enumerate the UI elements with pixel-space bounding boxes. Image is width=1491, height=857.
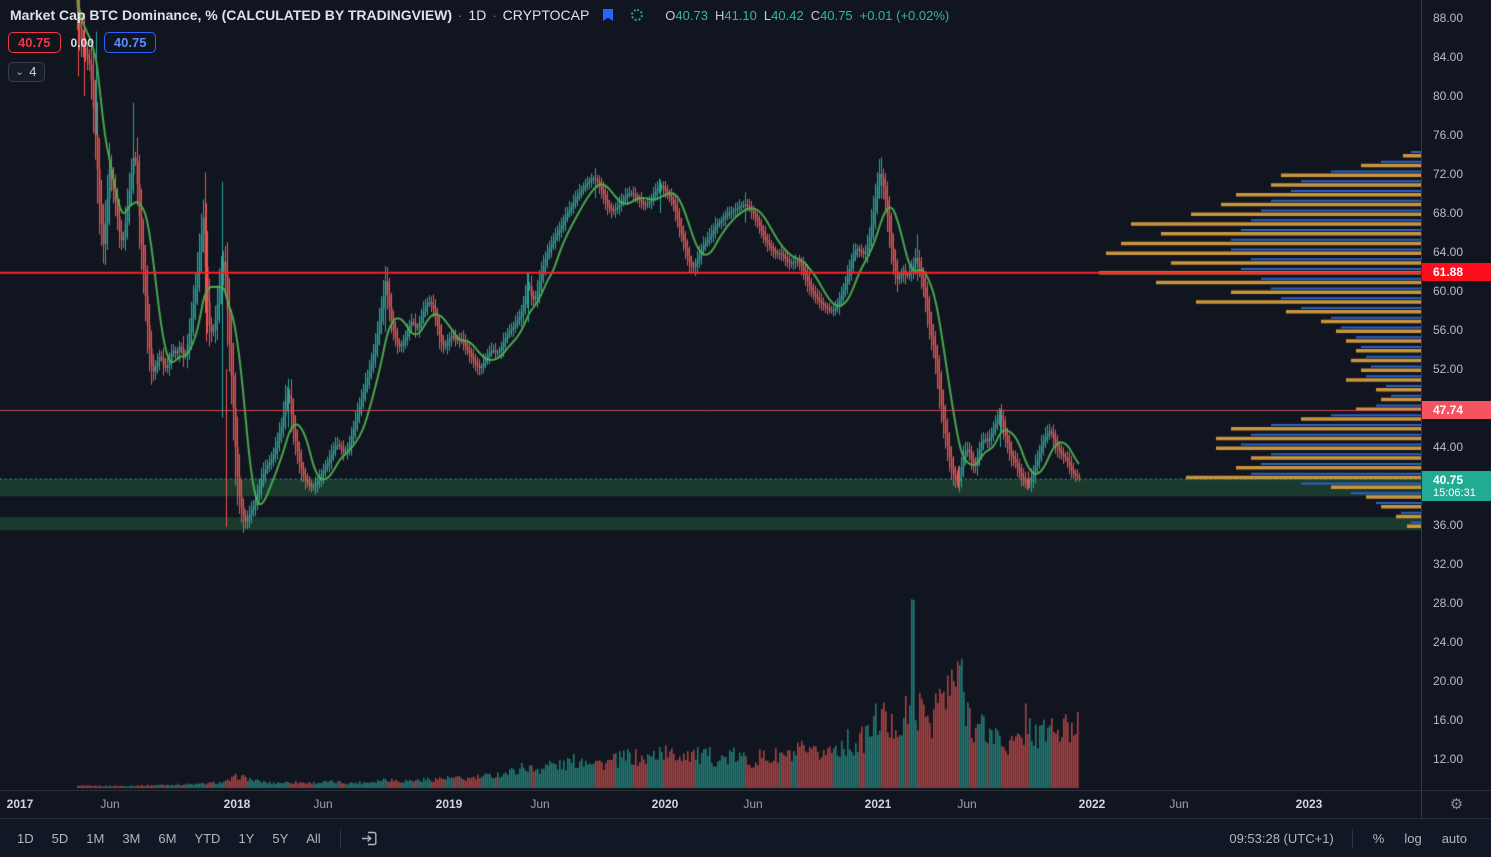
price-tick-label: 44.00 xyxy=(1433,440,1464,454)
range-button-1d[interactable]: 1D xyxy=(17,830,34,846)
flag-icon[interactable] xyxy=(601,8,615,23)
time-axis-label: 2021 xyxy=(864,797,892,811)
time-scale[interactable]: 2017 Jun 2018 Jun 2019 Jun 2020 Jun 2021 Jun 2022 J… xyxy=(0,790,1421,818)
symbol-title[interactable]: Market Cap BTC Dominance, % (CALCULATED … xyxy=(10,7,453,23)
price-scale[interactable]: 88.00 84.00 80.00 76.00 72.00 68.00 64.00 60.00… xyxy=(1421,0,1491,790)
toolbar-divider xyxy=(339,828,341,848)
price-axis-tag: 47.74 xyxy=(1422,400,1491,419)
clock-label[interactable]: 09:53:28 (UTC+1) xyxy=(1229,830,1334,846)
time-axis-label: Jun xyxy=(957,797,977,811)
range-button-5y[interactable]: 5Y xyxy=(272,830,289,846)
close-label: C xyxy=(810,7,821,23)
price-tick-label: 36.00 xyxy=(1433,518,1464,532)
price-tick-label: 80.00 xyxy=(1433,89,1464,103)
price-tick-label: 84.00 xyxy=(1433,50,1464,64)
range-button-1m[interactable]: 1M xyxy=(86,830,105,846)
price-tick-label: 20.00 xyxy=(1433,674,1464,688)
price-tick-label: 64.00 xyxy=(1433,245,1464,259)
log-scale-button[interactable]: log xyxy=(1404,830,1422,846)
exchange-label[interactable]: CRYPTOCAP xyxy=(502,7,590,23)
time-axis-label: 2019 xyxy=(435,797,463,811)
collapsed-indicators-toggle[interactable]: ⌄ 4 xyxy=(8,62,46,82)
blue-price-label[interactable]: 40.75 xyxy=(103,32,157,53)
open-value: 40.73 xyxy=(675,7,708,23)
live-data-icon[interactable] xyxy=(631,9,644,21)
separator-dot: · xyxy=(492,7,497,23)
percent-scale-button[interactable]: % xyxy=(1372,830,1385,846)
price-tick-label: 56.00 xyxy=(1433,323,1464,337)
price-tick-label: 28.00 xyxy=(1433,596,1464,610)
range-button-ytd[interactable]: YTD xyxy=(194,830,221,846)
close-value: 40.75 xyxy=(820,7,853,23)
go-to-date-button[interactable] xyxy=(351,825,388,852)
gear-icon[interactable]: ⚙ xyxy=(1449,796,1464,813)
zero-value-label: 0.00 xyxy=(70,35,94,50)
change-value: +0.01 (+0.02%) xyxy=(859,7,950,23)
go-to-date-icon xyxy=(361,831,377,845)
range-button-3m[interactable]: 3M xyxy=(122,830,141,846)
price-tick-label: 24.00 xyxy=(1433,635,1464,649)
price-tick-label: 16.00 xyxy=(1433,713,1464,727)
chevron-down-icon: ⌄ xyxy=(15,66,25,78)
date-range-buttons: 1D 5D 1M 3M 6M YTD 1Y 5Y All xyxy=(8,827,330,850)
price-tick-label: 12.00 xyxy=(1433,752,1464,766)
low-value: 40.42 xyxy=(771,7,804,23)
time-axis-label: Jun xyxy=(100,797,120,811)
chart-canvas[interactable] xyxy=(0,0,1421,790)
open-label: O xyxy=(665,7,676,23)
range-button-5d[interactable]: 5D xyxy=(51,830,69,846)
range-button-6m[interactable]: 6M xyxy=(158,830,177,846)
time-axis-label: 2017 xyxy=(6,797,34,811)
time-axis-label: Jun xyxy=(530,797,550,811)
time-axis-label: 2023 xyxy=(1295,797,1323,811)
price-tick-label: 68.00 xyxy=(1433,206,1464,220)
price-tick-label: 32.00 xyxy=(1433,557,1464,571)
price-axis-tag: 61.88 xyxy=(1422,262,1491,281)
auto-scale-button[interactable]: auto xyxy=(1441,830,1467,846)
time-axis-label: 2020 xyxy=(651,797,679,811)
price-labels-row: 40.75 0.00 40.75 xyxy=(8,32,157,53)
bottom-toolbar: 1D 5D 1M 3M 6M YTD 1Y 5Y All 09:53:28 (UTC+1) % … xyxy=(0,818,1491,857)
time-axis-label: 2022 xyxy=(1078,797,1106,811)
time-axis-label: Jun xyxy=(1169,797,1189,811)
ohlc-values: O40.73 H41.10 L40.42 C40.75 +0.01 (+0.02… xyxy=(665,8,949,23)
high-value: 41.10 xyxy=(724,7,757,23)
range-button-all[interactable]: All xyxy=(306,830,321,846)
collapsed-indicators-count: 4 xyxy=(29,64,37,79)
red-price-label[interactable]: 40.75 xyxy=(8,32,61,53)
price-tick-label: 60.00 xyxy=(1433,284,1464,298)
time-axis-label: Jun xyxy=(743,797,763,811)
interval-label[interactable]: 1D xyxy=(468,7,487,23)
time-axis-label: 2018 xyxy=(223,797,251,811)
axis-divider xyxy=(0,790,1491,791)
price-tick-label: 88.00 xyxy=(1433,11,1464,25)
time-axis-label: Jun xyxy=(313,797,333,811)
price-tick-label: 52.00 xyxy=(1433,362,1464,376)
price-tick-label: 76.00 xyxy=(1433,128,1464,142)
price-scale-settings[interactable]: ⚙ xyxy=(1421,790,1491,818)
symbol-legend: Market Cap BTC Dominance, % (CALCULATED … xyxy=(10,7,949,23)
price-axis-tag: 40.75 15:06:31 xyxy=(1422,470,1491,501)
toolbar-right-group: 09:53:28 (UTC+1) % log auto xyxy=(1221,827,1477,850)
low-label: L xyxy=(763,7,772,23)
high-label: H xyxy=(714,7,725,23)
toolbar-divider xyxy=(1351,828,1353,848)
range-button-1y[interactable]: 1Y xyxy=(238,830,255,846)
separator-dot: · xyxy=(458,7,463,23)
price-tick-label: 72.00 xyxy=(1433,167,1464,181)
